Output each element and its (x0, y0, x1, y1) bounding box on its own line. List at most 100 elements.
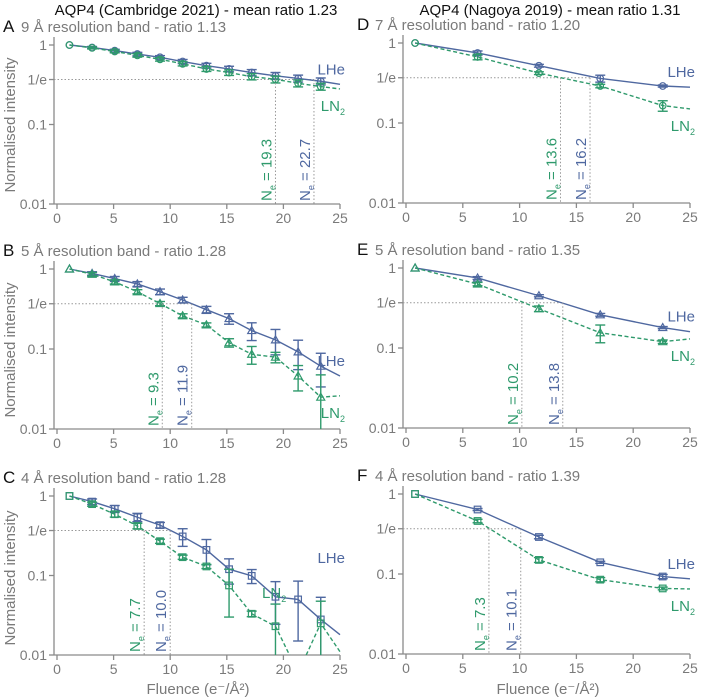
panel-a: A 9 Å resolution band - ratio 1.13 0 5 10 15 2… (3, 17, 348, 226)
ne-label-ln2: Ne = 13.6 (543, 138, 562, 200)
y-axis-label-a: Normalised intensity (2, 57, 19, 193)
ne-label-ln2: Ne = 9.3 (145, 372, 164, 426)
legend-label-lhe: LHe (667, 309, 695, 326)
legend-label-ln2: LN2 (321, 98, 345, 117)
x-tick-label: 20 (276, 661, 292, 677)
y-tick-label: 1/e (377, 70, 397, 86)
panel-letter: D (357, 15, 369, 34)
y-tick-label: 0.1 (377, 340, 397, 356)
x-tick-label: 20 (276, 210, 292, 226)
y-tick-label: 1 (39, 488, 47, 504)
data-point (315, 391, 326, 401)
ne-label-lhe: Ne = 13.8 (546, 363, 565, 425)
panel-letter: E (357, 240, 368, 259)
x-tick-label: 15 (569, 660, 585, 676)
plot-area (65, 41, 341, 91)
y-tick-label: 0.01 (20, 647, 47, 663)
plot-area (64, 263, 341, 429)
data-point (110, 47, 119, 56)
x-tick-label: 0 (402, 660, 410, 676)
data-point (657, 336, 668, 346)
data-point (247, 571, 256, 580)
data-point (658, 572, 667, 581)
y-tick-label: 0.1 (28, 341, 48, 357)
x-axis-label-right: Fluence (e⁻/Å²) (497, 681, 600, 698)
data-point (65, 492, 74, 500)
data-point (156, 55, 164, 64)
series-line-ln2 (69, 495, 341, 655)
data-point (596, 558, 605, 567)
data-point (224, 337, 235, 347)
series-line-ln2 (414, 267, 691, 343)
panel-title: 7 Å resolution band - ratio 1.20 (375, 17, 580, 34)
x-tick-label: 0 (53, 435, 61, 451)
panel-d: D 7 Å resolution band - ratio 1.20 0 5 10 15 2… (357, 15, 698, 225)
ne-label-ln2: Ne = 10.2 (505, 363, 524, 425)
x-tick-label: 5 (459, 660, 467, 676)
data-point (88, 43, 96, 52)
x-tick-label: 10 (512, 434, 528, 450)
x-tick-label: 15 (219, 435, 235, 451)
data-point (202, 545, 211, 554)
ne-label-ln2: Ne = 7.7 (127, 598, 146, 652)
panel-letter: C (3, 468, 15, 487)
data-point (65, 41, 74, 49)
data-point (294, 79, 303, 88)
data-point (657, 322, 668, 332)
y-tick-label: 0.1 (377, 115, 397, 131)
data-point (177, 310, 188, 320)
x-tick-label: 20 (625, 209, 641, 225)
data-point (658, 101, 667, 110)
plot-area (410, 262, 691, 346)
data-point (154, 286, 166, 296)
x-tick-label: 15 (569, 434, 585, 450)
data-point (658, 584, 667, 593)
data-point (88, 500, 96, 509)
data-point (247, 72, 256, 81)
x-tick-label: 10 (162, 210, 178, 226)
data-point (595, 309, 606, 319)
panel-f: F 4 Å resolution band - ratio 1.39 0 5 10 15 2… (357, 466, 698, 676)
x-tick-label: 20 (625, 660, 641, 676)
x-tick-label: 25 (682, 660, 698, 676)
x-tick-label: 25 (682, 209, 698, 225)
data-point (472, 278, 483, 288)
y-tick-label: 0.1 (28, 117, 48, 133)
series-line-lhe (414, 267, 691, 333)
data-point (64, 263, 75, 273)
data-point (315, 360, 326, 370)
x-tick-label: 15 (569, 209, 585, 225)
x-tick-label: 0 (402, 434, 410, 450)
ne-label-ln2: Ne = 19.3 (258, 139, 277, 201)
data-point (596, 575, 605, 584)
data-point (110, 510, 119, 519)
data-point (535, 61, 543, 70)
data-point (178, 59, 187, 68)
data-point (156, 521, 164, 530)
panel-e: E 5 Å resolution band - ratio 1.35 0 5 10 15 2… (357, 240, 698, 450)
series-line-lhe (414, 493, 691, 580)
data-point (246, 325, 257, 335)
y-axis-label-c: Normalised intensity (2, 510, 19, 646)
x-tick-label: 0 (53, 661, 61, 677)
x-tick-label: 25 (332, 435, 348, 451)
x-tick-label: 20 (276, 435, 292, 451)
x-tick-label: 5 (110, 661, 118, 677)
series-line-ln2 (69, 268, 341, 398)
legend-label-lhe: LHe (317, 61, 345, 78)
data-point (473, 517, 482, 525)
column-title-left: AQP4 (Cambridge 2021) - mean ratio 1.23 (55, 2, 338, 19)
x-axis-label-left: Fluence (e⁻/Å²) (147, 681, 250, 698)
y-tick-label: 1 (388, 35, 396, 51)
x-tick-label: 10 (512, 209, 528, 225)
data-point (411, 490, 419, 498)
data-point (271, 622, 280, 631)
x-tick-label: 15 (219, 661, 235, 677)
data-point (535, 69, 543, 78)
data-point (293, 346, 304, 356)
panel-title: 4 Å resolution band - ratio 1.28 (21, 470, 226, 487)
panel-letter: F (357, 466, 367, 485)
data-point (316, 82, 325, 91)
series-line-lhe (414, 42, 691, 88)
